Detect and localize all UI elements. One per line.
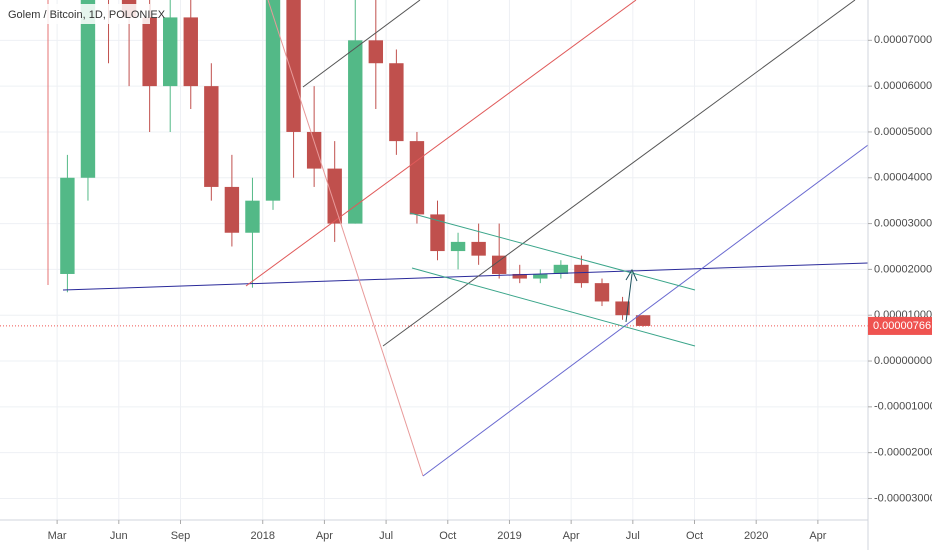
candle-body (183, 17, 198, 87)
candle-body (265, 0, 281, 201)
x-tick-label: Jul (626, 530, 640, 542)
candle-body (512, 273, 527, 279)
candle-body (574, 264, 589, 284)
support-line (62, 262, 868, 291)
candle-body (286, 0, 301, 132)
y-tick-label: 0.00006000 (874, 80, 932, 92)
candle-body (409, 141, 425, 215)
candle-body (594, 283, 610, 302)
candle-body (450, 241, 466, 252)
y-tick-label: 0.00002000 (874, 263, 932, 275)
candle-body (471, 241, 486, 256)
x-tick-label: Oct (439, 530, 456, 542)
channel-upper (409, 212, 696, 291)
grid (0, 0, 868, 520)
candle-body (533, 273, 548, 279)
x-tick-label: Mar (48, 530, 67, 542)
y-tick-label: -0.00001000 (874, 401, 932, 413)
y-tick-label: 0.00004000 (874, 172, 932, 184)
candle-body (389, 63, 404, 142)
candle-body (142, 17, 157, 87)
black-trend-line (302, 0, 421, 88)
black-trend-line (382, 0, 856, 347)
arrow (625, 273, 633, 323)
channel-lower (411, 267, 696, 347)
red-trend-line (245, 0, 637, 287)
candle-body (368, 40, 384, 64)
pink-line (267, 0, 424, 477)
last-price-label: 0.00000766 (873, 320, 931, 332)
y-tick-label: 0.00005000 (874, 126, 932, 138)
x-tick-label: Jul (379, 530, 393, 542)
arrow-head (625, 268, 638, 282)
y-tick-label: 0.00000000 (874, 355, 932, 367)
x-tick-label: Apr (809, 530, 826, 542)
candle-body (430, 214, 445, 252)
axes: 0.00007000 0.00006000 0.00005000 0.00004000… (48, 34, 932, 542)
candle-body (615, 301, 630, 316)
drawings (47, 0, 868, 477)
y-tick-label: 0.00003000 (874, 217, 932, 229)
candles (0, 0, 868, 327)
x-tick-label: Apr (316, 530, 333, 542)
candle-body (204, 86, 219, 187)
y-tick-label: -0.00003000 (874, 492, 932, 504)
x-tick-label: 2018 (250, 530, 274, 542)
candle-body (60, 177, 75, 274)
x-tick-label: 2019 (497, 530, 521, 542)
candle-body (245, 200, 260, 233)
x-tick-label: Oct (686, 530, 703, 542)
chart-title: Golem / Bitcoin, 1D, POLONIEX (8, 9, 166, 21)
title-backdrop (4, 4, 150, 24)
candle-body (163, 17, 178, 87)
last-price-tag (868, 316, 932, 335)
x-tick-label: Jun (110, 530, 128, 542)
candle-body (80, 0, 96, 178)
x-tick-label: Apr (563, 530, 580, 542)
candle-body (327, 168, 342, 224)
y-tick-label: 0.00007000 (874, 34, 932, 46)
candle-body (635, 315, 651, 326)
candle-body (553, 264, 569, 274)
candle-body (348, 40, 363, 224)
candle-body (224, 186, 240, 233)
x-tick-label: 2020 (744, 530, 768, 542)
blue-trend-line (422, 144, 868, 477)
y-tick-label: -0.00002000 (874, 447, 932, 459)
candle-body (306, 131, 322, 169)
candle-body (491, 255, 507, 274)
x-tick-label: Sep (171, 530, 191, 542)
